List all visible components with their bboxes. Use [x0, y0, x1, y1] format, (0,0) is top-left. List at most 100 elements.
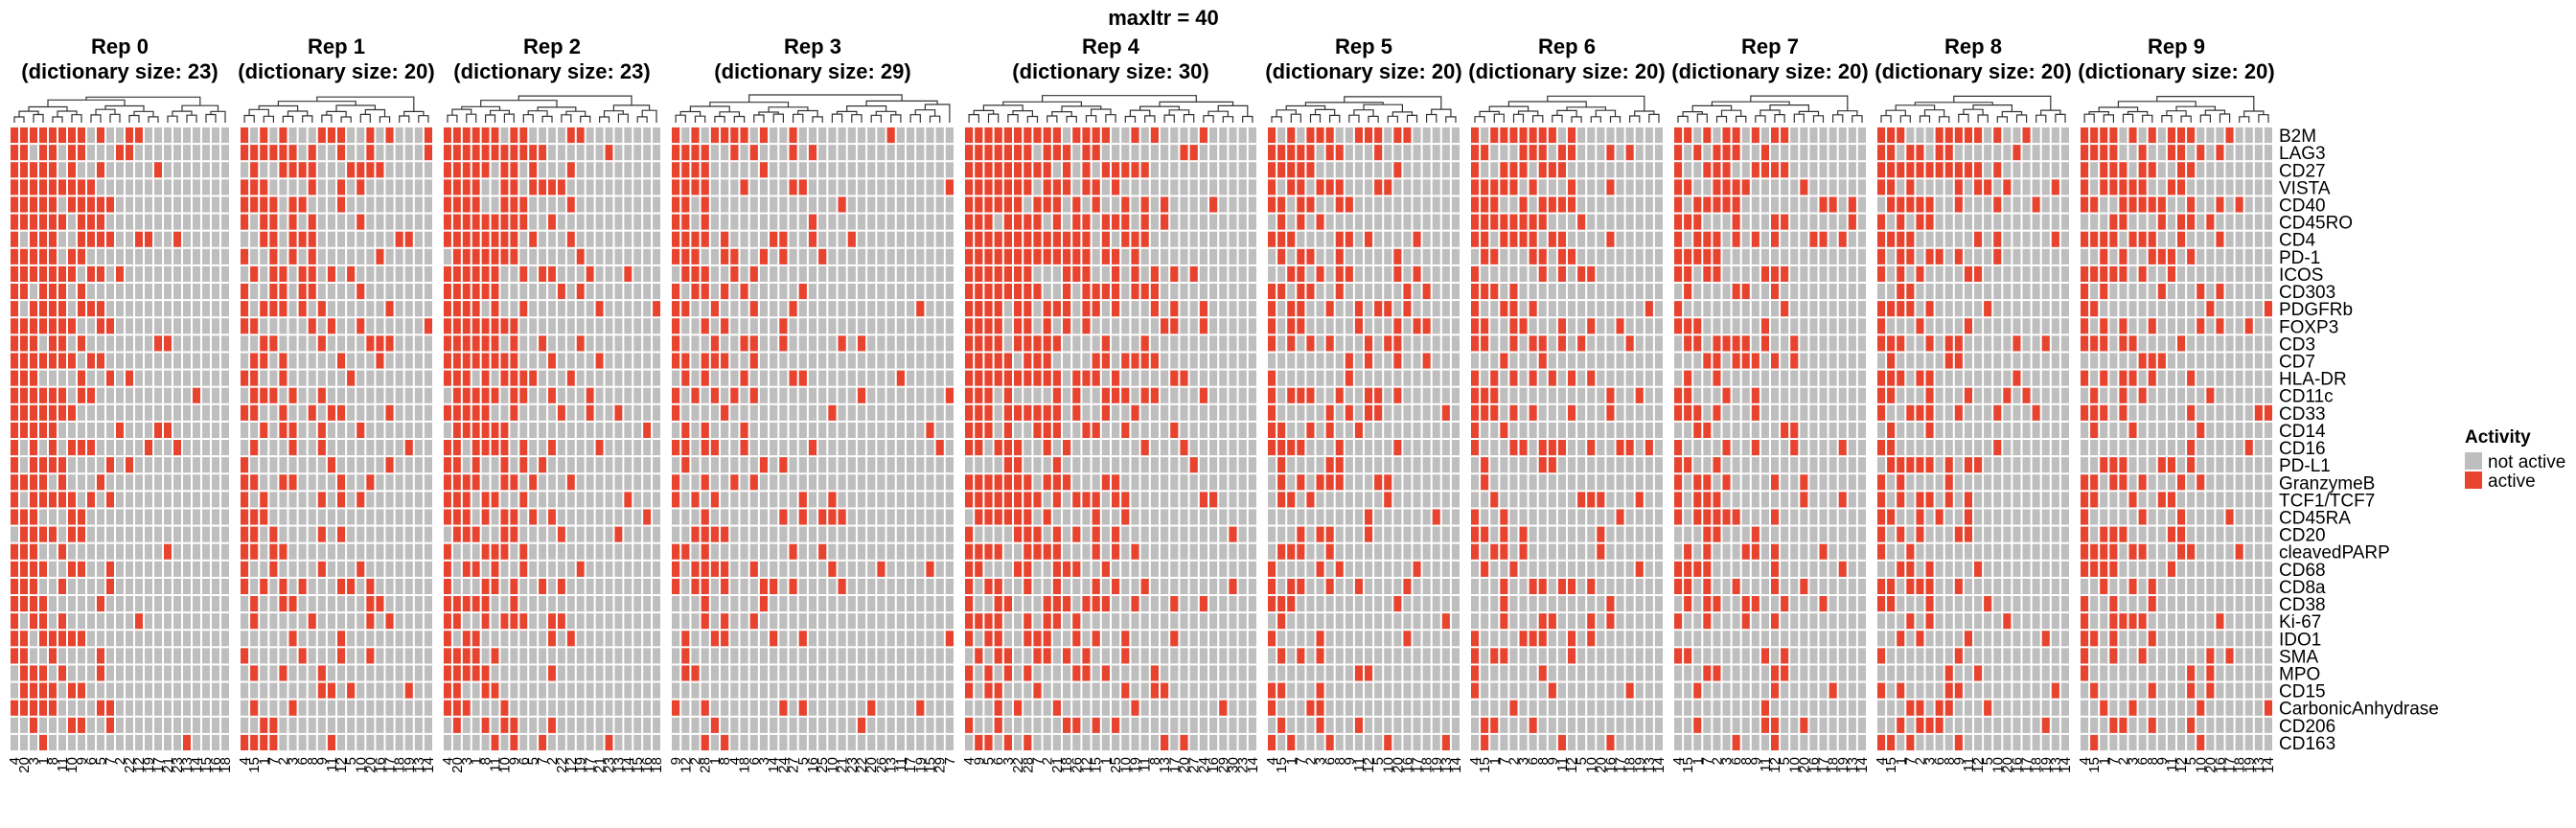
heatmap-cell [691, 214, 700, 230]
heatmap-cell [1229, 353, 1237, 369]
heatmap-cell [1306, 526, 1315, 542]
heatmap-cell [221, 248, 229, 264]
heatmap-cell [327, 734, 335, 750]
heatmap-cell [173, 301, 181, 317]
heatmap-cell [1325, 404, 1334, 421]
heatmap-cell [250, 440, 259, 456]
heatmap-cell [548, 196, 556, 213]
heatmap-cell [838, 301, 846, 317]
heatmap-cell [586, 526, 594, 542]
heatmap-cell [1199, 578, 1208, 594]
heatmap-cell [1033, 543, 1042, 560]
heatmap-cell [749, 474, 758, 491]
heatmap-cell [1189, 613, 1198, 630]
heatmap-cell [994, 492, 1002, 508]
heatmap-cell [595, 387, 604, 403]
column-dendrogram [968, 95, 1254, 123]
heatmap-cell [1287, 440, 1296, 456]
heatmap-cell [116, 509, 124, 525]
heatmap-cell [519, 717, 528, 733]
heatmap-cell [472, 578, 480, 594]
heatmap-cell [1140, 370, 1149, 386]
heatmap-cell [730, 648, 739, 664]
heatmap-cell [1248, 162, 1256, 178]
heatmap-cell [404, 370, 413, 386]
heatmap-cell [444, 404, 451, 421]
column-label: 16 [1206, 757, 1222, 773]
heatmap-cell [1033, 162, 1042, 178]
heatmap-cell [337, 543, 346, 560]
heatmap-cell [1180, 543, 1188, 560]
heatmap-cell [867, 127, 876, 144]
heatmap-cell [1161, 318, 1169, 334]
heatmap-cell [356, 387, 365, 403]
heatmap-cell [828, 492, 837, 508]
heatmap-cell [605, 284, 613, 300]
heatmap-cell [1161, 474, 1169, 491]
heatmap-cell [39, 492, 47, 508]
heatmap-cell [624, 231, 632, 247]
heatmap-cell [975, 318, 983, 334]
heatmap-cell [444, 613, 451, 630]
heatmap-cell [1052, 145, 1061, 161]
heatmap-cell [730, 353, 739, 369]
heatmap-cell [916, 248, 925, 264]
heatmap-cell [1268, 162, 1276, 178]
heatmap-cell [327, 301, 335, 317]
heatmap-cell [701, 631, 709, 647]
heatmap-cell [1112, 248, 1120, 264]
heatmap-cell [279, 162, 288, 178]
heatmap-cell [1131, 665, 1139, 681]
heatmap-cell [135, 440, 143, 456]
heatmap-cell [500, 631, 509, 647]
heatmap-cell [173, 248, 181, 264]
heatmap-cell [1287, 474, 1296, 491]
heatmap-cell [1161, 717, 1169, 733]
heatmap-cell [462, 318, 471, 334]
heatmap-cell [586, 665, 594, 681]
heatmap-cell [193, 387, 200, 403]
heatmap-cell [183, 404, 191, 421]
heatmap-cell [1306, 682, 1315, 699]
heatmap-cell [1033, 561, 1042, 577]
heatmap-cell [643, 318, 652, 334]
heatmap-cell [798, 387, 807, 403]
heatmap-cell [721, 457, 729, 473]
heatmap-cell [653, 613, 660, 630]
heatmap-cell [906, 509, 915, 525]
heatmap-cell [1248, 596, 1256, 612]
heatmap-cell [444, 526, 451, 542]
heatmap-cell [500, 387, 509, 403]
heatmap-cell [614, 492, 623, 508]
heatmap-cell [548, 422, 556, 438]
heatmap-cell [847, 370, 856, 386]
heatmap-cell [1335, 526, 1344, 542]
heatmap-cell [1209, 665, 1218, 681]
heatmap-cell [212, 335, 219, 352]
heatmap-cell [1268, 578, 1276, 594]
heatmap-cell [595, 196, 604, 213]
heatmap-cell [1063, 284, 1071, 300]
heatmap-cell [1150, 440, 1159, 456]
heatmap-cell [519, 301, 528, 317]
heatmap-cell [1092, 734, 1100, 750]
heatmap-cell [1189, 370, 1198, 386]
heatmap-cell [1101, 404, 1110, 421]
heatmap-cell [624, 284, 632, 300]
heatmap-cell [452, 440, 461, 456]
heatmap-cell [11, 265, 18, 282]
heatmap-cell [317, 196, 326, 213]
heatmap-cell [39, 578, 47, 594]
heatmap-cell [308, 613, 316, 630]
heatmap-cell [539, 682, 547, 699]
heatmap-cell [20, 387, 28, 403]
heatmap-cell [97, 387, 104, 403]
heatmap-cell [510, 214, 518, 230]
heatmap-cell [481, 665, 490, 681]
heatmap-cell [614, 214, 623, 230]
heatmap-cell [886, 457, 895, 473]
heatmap-cell [424, 265, 432, 282]
heatmap-cell [847, 353, 856, 369]
heatmap-cell [945, 631, 954, 647]
heatmap-cell [1268, 700, 1276, 716]
